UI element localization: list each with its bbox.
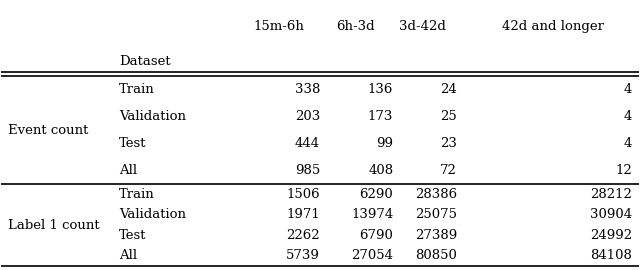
Text: Dataset: Dataset bbox=[119, 55, 171, 68]
Text: 24: 24 bbox=[440, 83, 457, 96]
Text: 1506: 1506 bbox=[286, 188, 320, 201]
Text: 2262: 2262 bbox=[286, 229, 320, 242]
Text: 444: 444 bbox=[295, 137, 320, 150]
Text: 27389: 27389 bbox=[415, 229, 457, 242]
Text: 5739: 5739 bbox=[286, 249, 320, 262]
Text: 42d and longer: 42d and longer bbox=[502, 20, 604, 33]
Text: 173: 173 bbox=[368, 110, 394, 123]
Text: 3d-42d: 3d-42d bbox=[399, 20, 445, 33]
Text: 28212: 28212 bbox=[590, 188, 632, 201]
Text: 27054: 27054 bbox=[351, 249, 394, 262]
Text: 24992: 24992 bbox=[590, 229, 632, 242]
Text: Test: Test bbox=[119, 137, 147, 150]
Text: 28386: 28386 bbox=[415, 188, 457, 201]
Text: Validation: Validation bbox=[119, 110, 186, 123]
Text: 985: 985 bbox=[295, 164, 320, 177]
Text: 72: 72 bbox=[440, 164, 457, 177]
Text: Train: Train bbox=[119, 188, 155, 201]
Text: 84108: 84108 bbox=[590, 249, 632, 262]
Text: 6790: 6790 bbox=[360, 229, 394, 242]
Text: 15m-6h: 15m-6h bbox=[253, 20, 304, 33]
Text: Event count: Event count bbox=[8, 124, 88, 137]
Text: Train: Train bbox=[119, 83, 155, 96]
Text: 25: 25 bbox=[440, 110, 457, 123]
Text: 6h-3d: 6h-3d bbox=[336, 20, 374, 33]
Text: Test: Test bbox=[119, 229, 147, 242]
Text: 4: 4 bbox=[624, 137, 632, 150]
Text: 23: 23 bbox=[440, 137, 457, 150]
Text: All: All bbox=[119, 164, 138, 177]
Text: 408: 408 bbox=[368, 164, 394, 177]
Text: 30904: 30904 bbox=[590, 208, 632, 221]
Text: 99: 99 bbox=[376, 137, 394, 150]
Text: 136: 136 bbox=[368, 83, 394, 96]
Text: 4: 4 bbox=[624, 83, 632, 96]
Text: Label 1 count: Label 1 count bbox=[8, 219, 99, 232]
Text: 203: 203 bbox=[295, 110, 320, 123]
Text: 12: 12 bbox=[616, 164, 632, 177]
Text: 80850: 80850 bbox=[415, 249, 457, 262]
Text: 6290: 6290 bbox=[360, 188, 394, 201]
Text: 338: 338 bbox=[294, 83, 320, 96]
Text: All: All bbox=[119, 249, 138, 262]
Text: 4: 4 bbox=[624, 110, 632, 123]
Text: 13974: 13974 bbox=[351, 208, 394, 221]
Text: 1971: 1971 bbox=[286, 208, 320, 221]
Text: Validation: Validation bbox=[119, 208, 186, 221]
Text: 25075: 25075 bbox=[415, 208, 457, 221]
